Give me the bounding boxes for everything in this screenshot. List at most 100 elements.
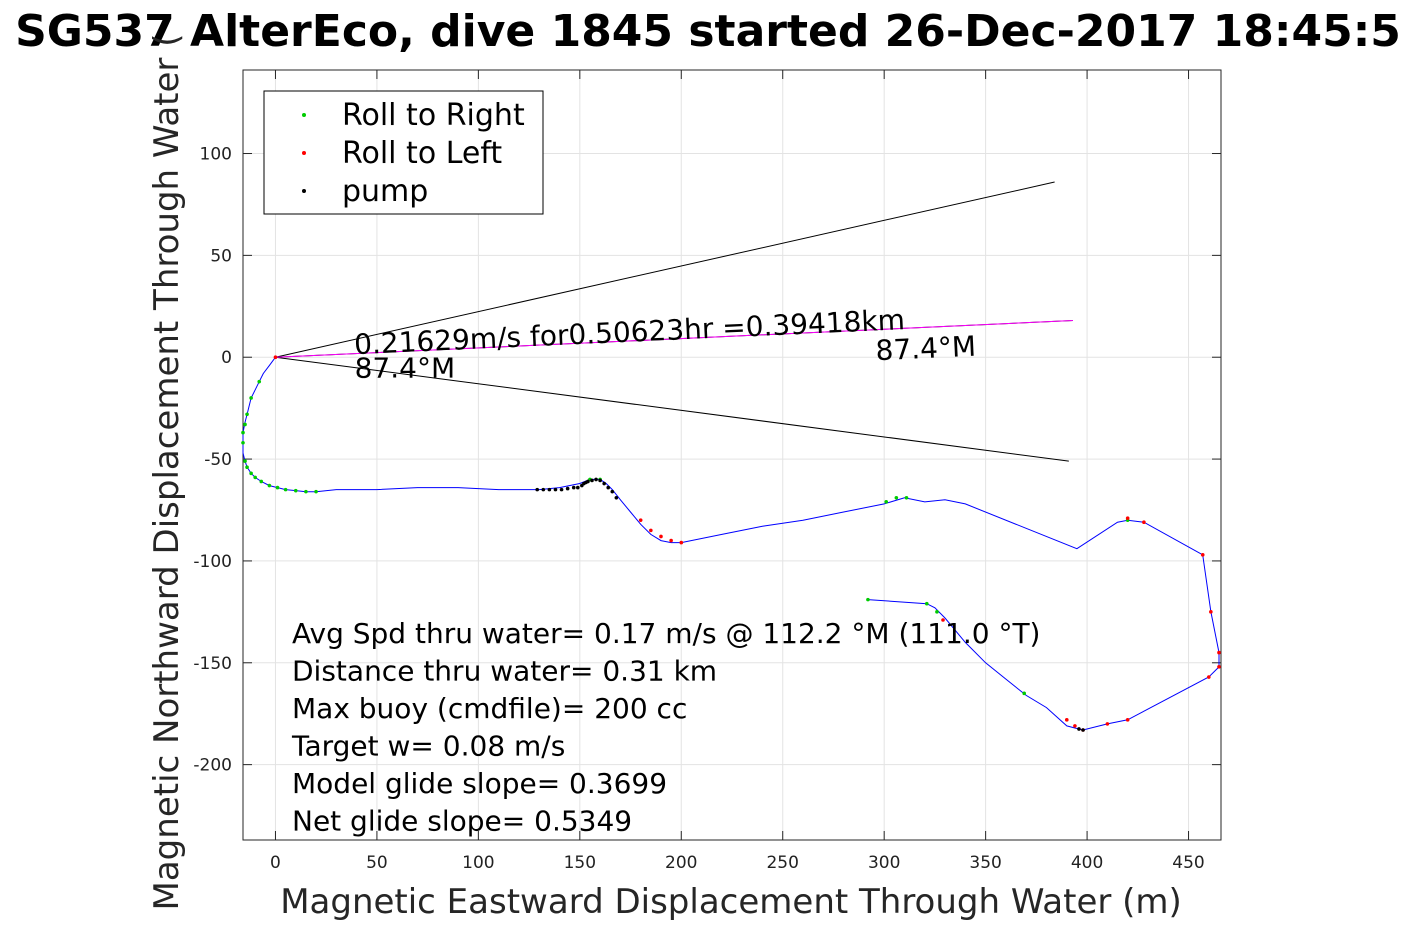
- roll-right-point: [241, 440, 245, 445]
- x-tick-label: 150: [564, 853, 596, 873]
- pump-point: [565, 486, 570, 491]
- pump-point: [602, 481, 606, 486]
- pump-point: [594, 477, 598, 482]
- roll-left-point: [1209, 610, 1213, 614]
- roll-right-point: [866, 597, 870, 602]
- y-tick-label: 100: [200, 145, 232, 165]
- roll-right-point: [283, 487, 288, 492]
- roll-right-point: [243, 422, 247, 427]
- roll-left-point: [1217, 650, 1221, 655]
- x-tick-label: 200: [665, 853, 697, 873]
- legend-marker-roll-right: [302, 113, 306, 117]
- roll-left-point: [1207, 675, 1211, 679]
- roll-right-point: [293, 488, 298, 493]
- ray-upper: [275, 181, 1055, 358]
- roll-right-point: [245, 412, 249, 417]
- legend-marker-pump: [302, 189, 306, 193]
- pump-point: [614, 495, 619, 500]
- pump-point: [610, 489, 615, 494]
- stat-line: Max buoy (cmdfile)= 200 cc: [292, 692, 687, 725]
- x-tick-label: 450: [1172, 853, 1204, 873]
- roll-left-point: [679, 540, 684, 545]
- annotation-text: 87.4°M: [355, 352, 456, 385]
- axes: 0 50 100 150 200 250 300 350 400 450 -200 -150 -100 -…: [193, 69, 1222, 873]
- roll-left-point: [669, 538, 673, 543]
- roll-right-point: [241, 430, 245, 435]
- pump-point: [1077, 727, 1081, 731]
- pump-point: [1081, 728, 1085, 732]
- roll-left-point: [1064, 718, 1069, 722]
- roll-right-point: [267, 483, 272, 488]
- roll-right-point: [314, 489, 318, 494]
- pump-point: [535, 487, 540, 492]
- roll-left-point: [1125, 516, 1130, 520]
- x-tick-label: 300: [868, 853, 900, 873]
- x-axis-label: Magnetic Eastward Displacement Through W…: [280, 882, 1182, 922]
- y-tick-label: -200: [193, 756, 232, 776]
- roll-right-point: [275, 485, 280, 490]
- pump-point: [559, 487, 564, 492]
- x-tick-label: 50: [366, 853, 388, 873]
- roll-right-point: [304, 489, 308, 494]
- legend-box: [263, 90, 544, 215]
- x-tick-label: 0: [270, 853, 281, 873]
- markers: [241, 355, 1221, 732]
- annotations: 0.21629m/s for0.50623hr =0.39418km87.4°M…: [353, 303, 976, 384]
- roll-right-point: [257, 379, 262, 384]
- y-tick-label: -150: [193, 654, 232, 674]
- roll-left-point: [649, 528, 653, 533]
- pump-point: [575, 485, 580, 490]
- roll-right-point: [243, 459, 247, 463]
- roll-left-point: [1125, 718, 1130, 722]
- stat-line: Avg Spd thru water= 0.17 m/s @ 112.2 °M …: [292, 617, 1040, 650]
- roll-right-point: [904, 495, 909, 500]
- roll-right-point: [884, 500, 889, 504]
- pump-point: [541, 487, 546, 492]
- legend-marker-roll-left: [302, 151, 306, 155]
- roll-right-point: [935, 610, 939, 614]
- stat-line: Net glide slope= 0.5349: [292, 805, 632, 838]
- legend: Roll to Right Roll to Left pump: [263, 90, 544, 215]
- roll-left-point: [638, 518, 643, 522]
- roll-left-point: [1200, 553, 1205, 557]
- x-tick-label: 250: [766, 853, 798, 873]
- roll-right-point: [894, 495, 899, 500]
- stat-line: Distance thru water= 0.31 km: [292, 655, 717, 688]
- legend-label-pump: pump: [342, 174, 428, 209]
- grid: [243, 70, 1221, 840]
- roll-left-point: [1073, 724, 1077, 728]
- roll-right-point: [1022, 691, 1026, 696]
- pump-point: [553, 487, 558, 492]
- roll-right-point: [245, 465, 249, 470]
- legend-label-roll-left: Roll to Left: [342, 136, 502, 171]
- roll-right-point: [259, 479, 264, 484]
- roll-right-point: [924, 601, 929, 606]
- pump-point: [598, 478, 602, 483]
- annotation-text: 87.4°M: [875, 330, 977, 368]
- pump-point: [571, 485, 576, 490]
- chart-title: SG537 AlterEco, dive 1845 started 26-Dec…: [15, 6, 1401, 57]
- roll-left-point: [1142, 520, 1146, 525]
- y-tick-label: -50: [204, 450, 232, 470]
- ray-heading: [275, 320, 1073, 358]
- roll-left-point: [273, 355, 278, 360]
- y-tick-label: 0: [221, 348, 232, 368]
- pump-point: [590, 478, 594, 483]
- roll-right-point: [253, 475, 257, 480]
- roll-left-point: [1105, 722, 1110, 726]
- pump-point: [547, 487, 552, 492]
- roll-left-point: [659, 534, 663, 539]
- pump-point: [586, 479, 590, 484]
- stat-line: Model glide slope= 0.3699: [292, 767, 667, 800]
- roll-right-point: [249, 471, 253, 476]
- stats-block: Avg Spd thru water= 0.17 m/s @ 112.2 °M …: [291, 617, 1040, 838]
- roll-left-point: [1217, 665, 1221, 669]
- roll-right-point: [249, 396, 253, 400]
- y-tick-label: -100: [193, 552, 232, 572]
- x-tick-label: 400: [1071, 853, 1103, 873]
- x-tick-label: 350: [969, 853, 1001, 873]
- y-tick-label: 50: [210, 246, 232, 266]
- legend-label-roll-right: Roll to Right: [342, 98, 525, 133]
- heading-rays: [275, 181, 1073, 462]
